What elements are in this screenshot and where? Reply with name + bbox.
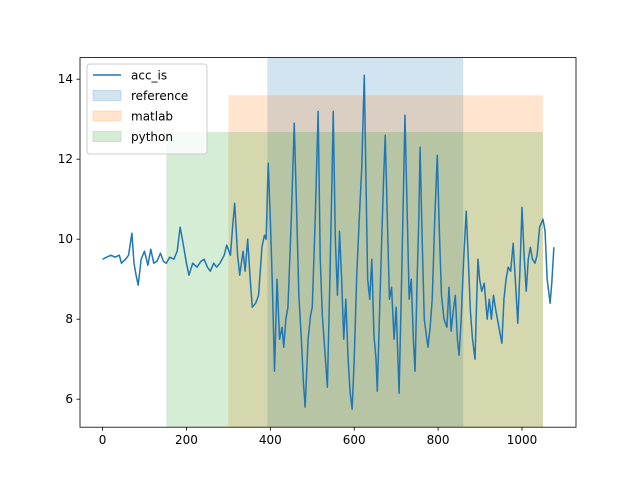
y-tick-label: 6	[65, 392, 73, 406]
y-tick-label: 12	[58, 152, 73, 166]
legend-patch	[92, 90, 122, 101]
legend-patch	[92, 110, 122, 122]
x-tick-label: 1000	[507, 433, 538, 447]
axes-frame	[79, 57, 577, 428]
legend-label: reference	[131, 89, 188, 103]
legend-label: matlab	[131, 110, 173, 124]
x-tick-label: 800	[427, 433, 450, 447]
legend-box	[86, 63, 208, 155]
y-tick-label: 10	[58, 232, 73, 246]
y-tick-label: 14	[58, 72, 73, 86]
legend-patch	[92, 131, 122, 142]
x-tick-label: 200	[175, 433, 198, 447]
span	[166, 132, 543, 428]
x-tick-label: 600	[343, 433, 366, 447]
y-tick-label: 8	[65, 312, 73, 326]
x-tick-label: 0	[99, 433, 107, 447]
legend-label: python	[131, 130, 173, 144]
legend-label: acc_is	[131, 69, 167, 83]
x-tick-label: 400	[259, 433, 282, 447]
line	[102, 74, 555, 410]
